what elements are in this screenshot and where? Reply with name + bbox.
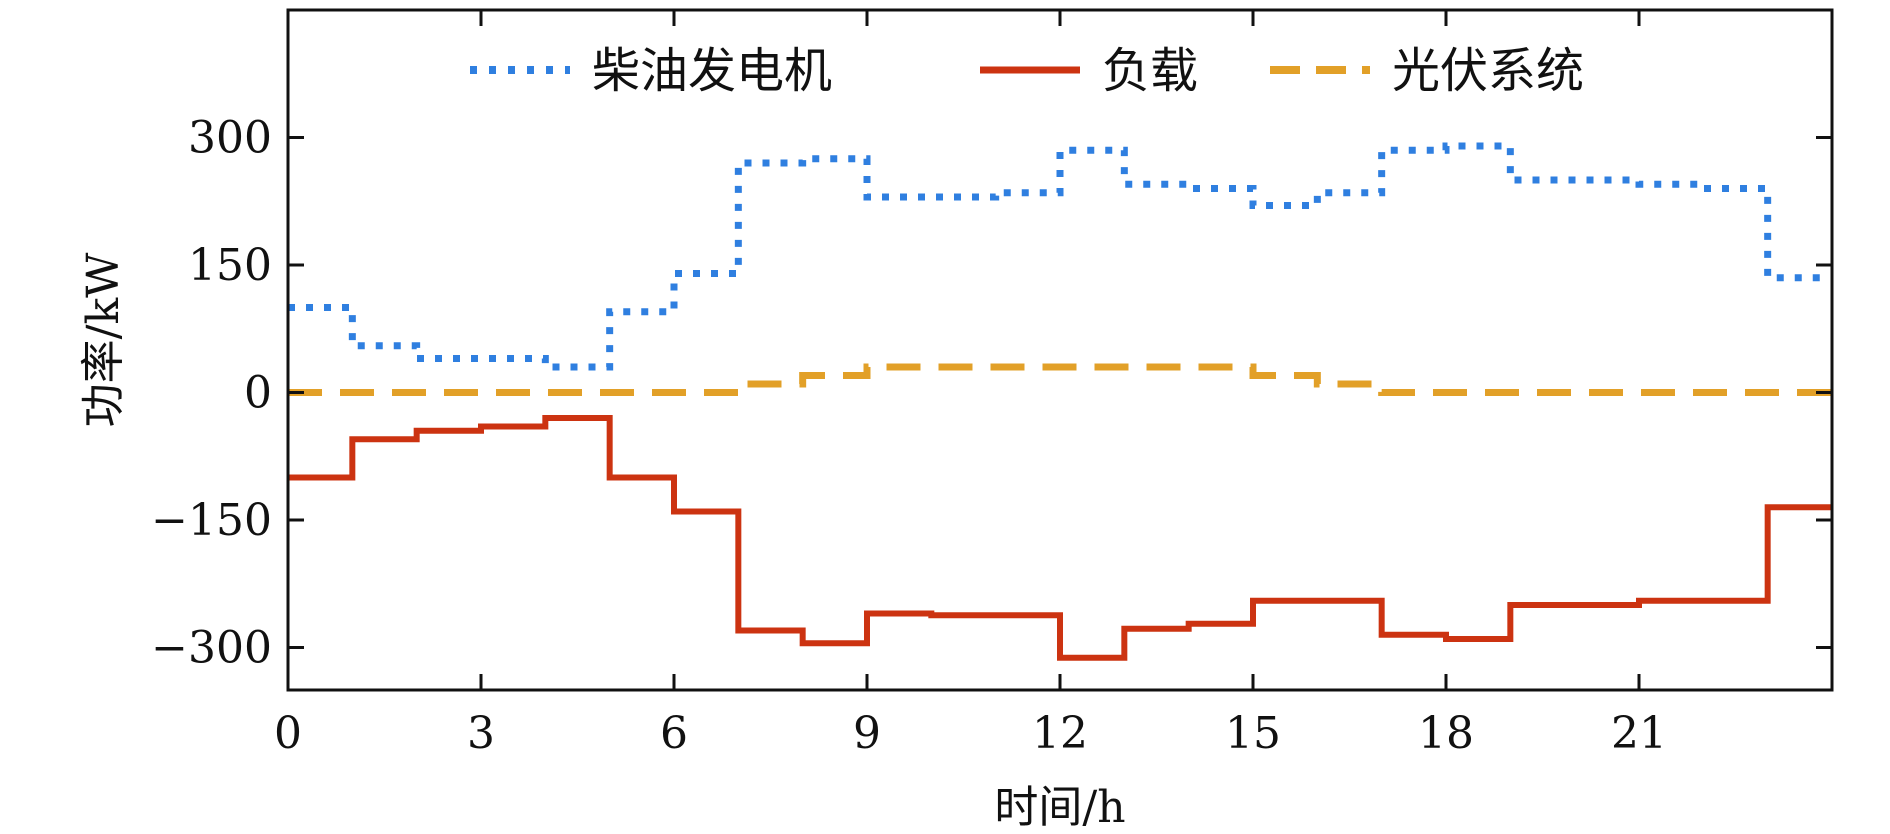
y-tick-label: 0: [244, 368, 272, 419]
x-tick-label: 21: [1611, 708, 1667, 759]
y-axis-title: 功率/kW: [78, 252, 129, 427]
series-line-0: [288, 142, 1832, 371]
ticks: 0 3 6 9 12 15 18 21 −300 −150 0 150 300: [151, 10, 1832, 759]
x-tick-label: 15: [1225, 708, 1281, 759]
plot-frame: [286, 8, 1834, 692]
x-axis-title: 时间/h: [994, 782, 1125, 833]
x-tick-label: 0: [274, 708, 302, 759]
series-line-1: [288, 415, 1832, 661]
legend-label-2: 光伏系统: [1392, 43, 1584, 99]
y-tick-label: 300: [188, 113, 272, 164]
x-tick-label: 12: [1032, 708, 1088, 759]
series-line-2: [288, 363, 1832, 396]
legend-label-0: 柴油发电机: [592, 43, 832, 99]
x-tick-label: 9: [853, 708, 881, 759]
y-tick-label: −300: [151, 623, 272, 674]
legend: 柴油发电机 负载 光伏系统: [470, 43, 1584, 99]
y-tick-label: −150: [151, 495, 272, 546]
x-tick-label: 6: [660, 708, 688, 759]
y-tick-label: 150: [188, 240, 272, 291]
legend-label-1: 负载: [1102, 43, 1198, 99]
x-tick-label: 18: [1418, 708, 1474, 759]
x-tick-label: 3: [467, 708, 495, 759]
plot-lines: [288, 142, 1832, 661]
